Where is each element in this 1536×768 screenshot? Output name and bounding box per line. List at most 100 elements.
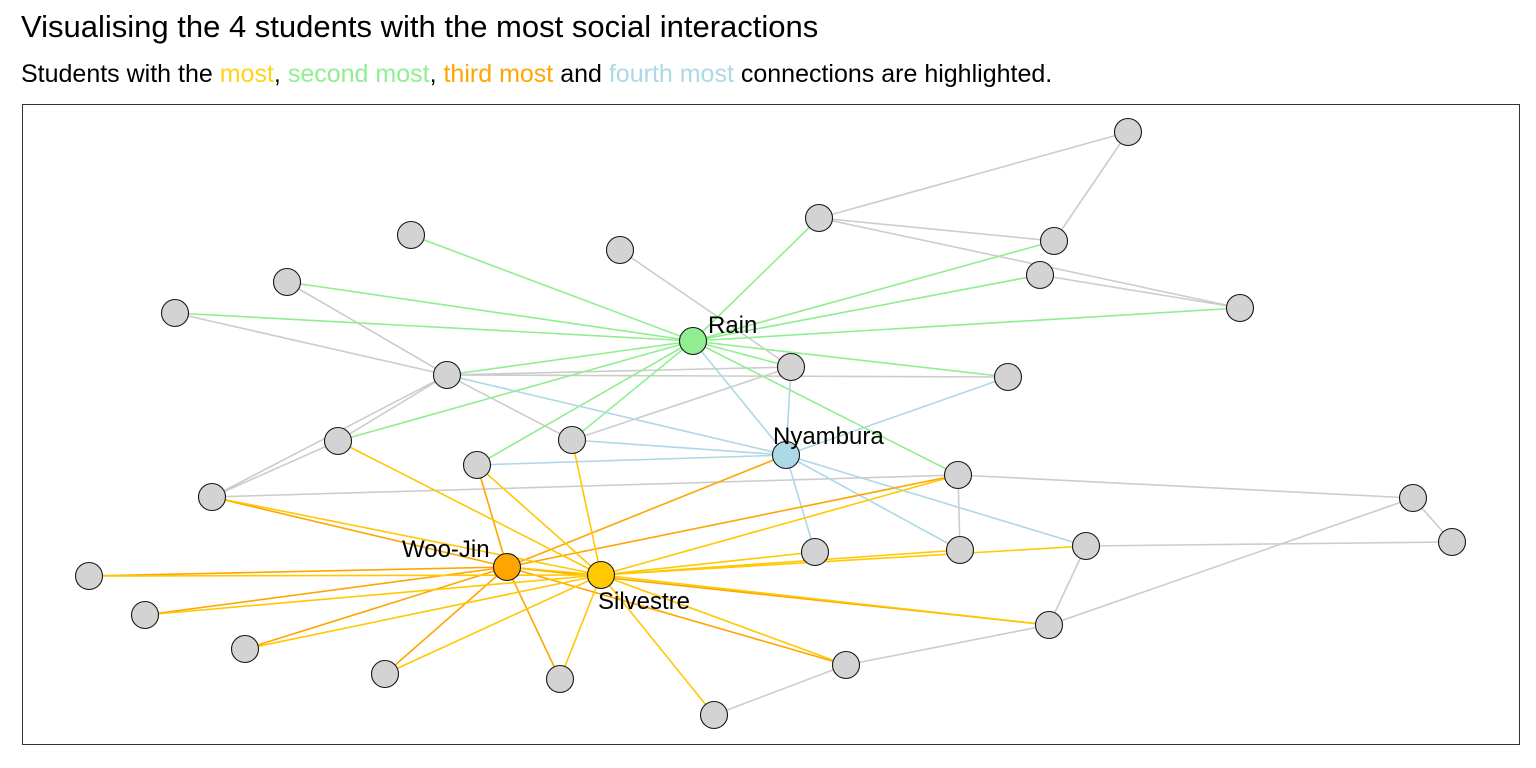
nodes-layer	[74, 117, 1467, 730]
edge-n22-n30	[1048, 545, 1087, 626]
node-student-1	[1113, 117, 1143, 147]
edge-W-n25	[244, 566, 508, 650]
node-student-22	[1071, 531, 1101, 561]
edge-W-n29	[506, 566, 847, 666]
edge-n17-n18	[957, 474, 1414, 499]
labels-layer: Rain Nyambura Woo-Jin Silvestre	[402, 312, 884, 615]
node-student-4	[1025, 260, 1055, 290]
edge-n1-n2	[818, 131, 1129, 219]
edge-N-n10	[446, 374, 787, 456]
legend-third-most: third most	[443, 60, 554, 88]
label-silvestre: Silvestre	[598, 588, 690, 615]
edge-R-n3	[692, 240, 1055, 342]
node-student-8	[272, 267, 302, 297]
edge-W-n17	[506, 474, 959, 568]
node-student-3	[1039, 226, 1069, 256]
legend-most: most	[219, 60, 274, 88]
node-student-21	[945, 535, 975, 565]
edge-R-n15	[476, 340, 694, 466]
edge-R-n12	[692, 340, 1009, 378]
node-silvestre	[586, 560, 616, 590]
edge-R-n8	[286, 281, 694, 342]
edge-S-n23	[88, 574, 602, 577]
legend-second-most: second most	[287, 60, 430, 88]
node-student-13	[323, 426, 353, 456]
edge-n10-n12	[446, 374, 1009, 378]
node-student-6	[396, 220, 426, 250]
edge-n16-n17	[211, 474, 959, 498]
node-student-29	[831, 650, 861, 680]
edge-N-n12	[785, 376, 1009, 456]
subtitle-prefix: Students with the	[21, 60, 220, 88]
edge-N-n11	[785, 366, 792, 456]
edge-S-n24	[144, 574, 602, 616]
edge-S-n25	[244, 574, 602, 650]
label-rain: Rain	[708, 312, 757, 339]
edge-N-n15	[476, 454, 787, 466]
edge-S-n13	[337, 440, 602, 576]
edge-n2-n5	[818, 217, 1241, 309]
edge-R-n17	[692, 340, 959, 476]
label-nyambura: Nyambura	[773, 423, 884, 450]
edge-W-n27	[506, 566, 561, 680]
node-student-5	[1225, 293, 1255, 323]
edge-S-n27	[559, 574, 602, 680]
node-student-20	[800, 537, 830, 567]
edge-S-n22	[600, 545, 1087, 576]
edge-R-n6	[410, 234, 694, 342]
edge-R-n9	[174, 312, 694, 342]
edge-W-n23	[88, 566, 508, 577]
node-student-18	[1398, 483, 1428, 513]
edge-S-n29	[600, 574, 847, 666]
node-student-23	[74, 561, 104, 591]
edge-S-n20	[600, 551, 816, 576]
edge-n29-n28	[713, 664, 847, 716]
node-student-10	[432, 360, 462, 390]
edge-S-n16	[211, 496, 602, 576]
edge-R-n4	[692, 274, 1041, 342]
page-subtitle: Students with the most, second most, thi…	[21, 60, 1052, 89]
edge-R-n11	[692, 340, 792, 368]
edge-n8-n10	[286, 281, 448, 376]
node-rain	[678, 326, 708, 356]
node-student-2	[804, 203, 834, 233]
page-title: Visualising the 4 students with the most…	[21, 9, 819, 44]
node-student-26	[370, 659, 400, 689]
subtitle-and: and	[553, 60, 609, 88]
node-student-15	[462, 450, 492, 480]
edge-W-n16	[211, 496, 508, 568]
edge-n29-n30	[845, 624, 1050, 666]
edge-S-n28	[600, 574, 715, 716]
node-student-7	[605, 235, 635, 265]
node-nyambura	[771, 440, 801, 470]
network-plot-panel	[22, 104, 1520, 745]
edge-R-n10	[446, 340, 694, 376]
legend-fourth-most: fourth most	[608, 60, 734, 88]
node-student-30	[1034, 610, 1064, 640]
edge-R-n5	[692, 307, 1241, 342]
edge-S-n17	[600, 474, 959, 576]
edge-R-n2	[692, 217, 820, 342]
label-woo-jin: Woo-Jin	[402, 536, 490, 563]
edge-n11-n14	[571, 366, 792, 441]
edge-n10-n14	[446, 374, 573, 441]
edge-N-n14	[571, 439, 787, 456]
node-student-12	[993, 362, 1023, 392]
edge-N-n21	[785, 454, 961, 551]
node-student-16	[197, 482, 227, 512]
edge-S-n30	[600, 574, 1050, 626]
edge-R-N	[692, 340, 787, 456]
edge-S-n15	[476, 464, 602, 576]
edge-W-N	[506, 454, 787, 568]
edge-n1-n3	[1053, 131, 1129, 242]
edge-n10-n11	[446, 366, 792, 376]
edge-n22-n19	[1085, 541, 1453, 547]
edge-S-n14	[571, 439, 602, 576]
edge-n13-n16	[211, 440, 339, 498]
edge-S-n26	[384, 574, 602, 675]
node-student-24	[130, 600, 160, 630]
node-student-9	[160, 298, 190, 328]
node-student-27	[545, 664, 575, 694]
edge-n9-n10	[174, 312, 448, 376]
node-student-19	[1437, 527, 1467, 557]
